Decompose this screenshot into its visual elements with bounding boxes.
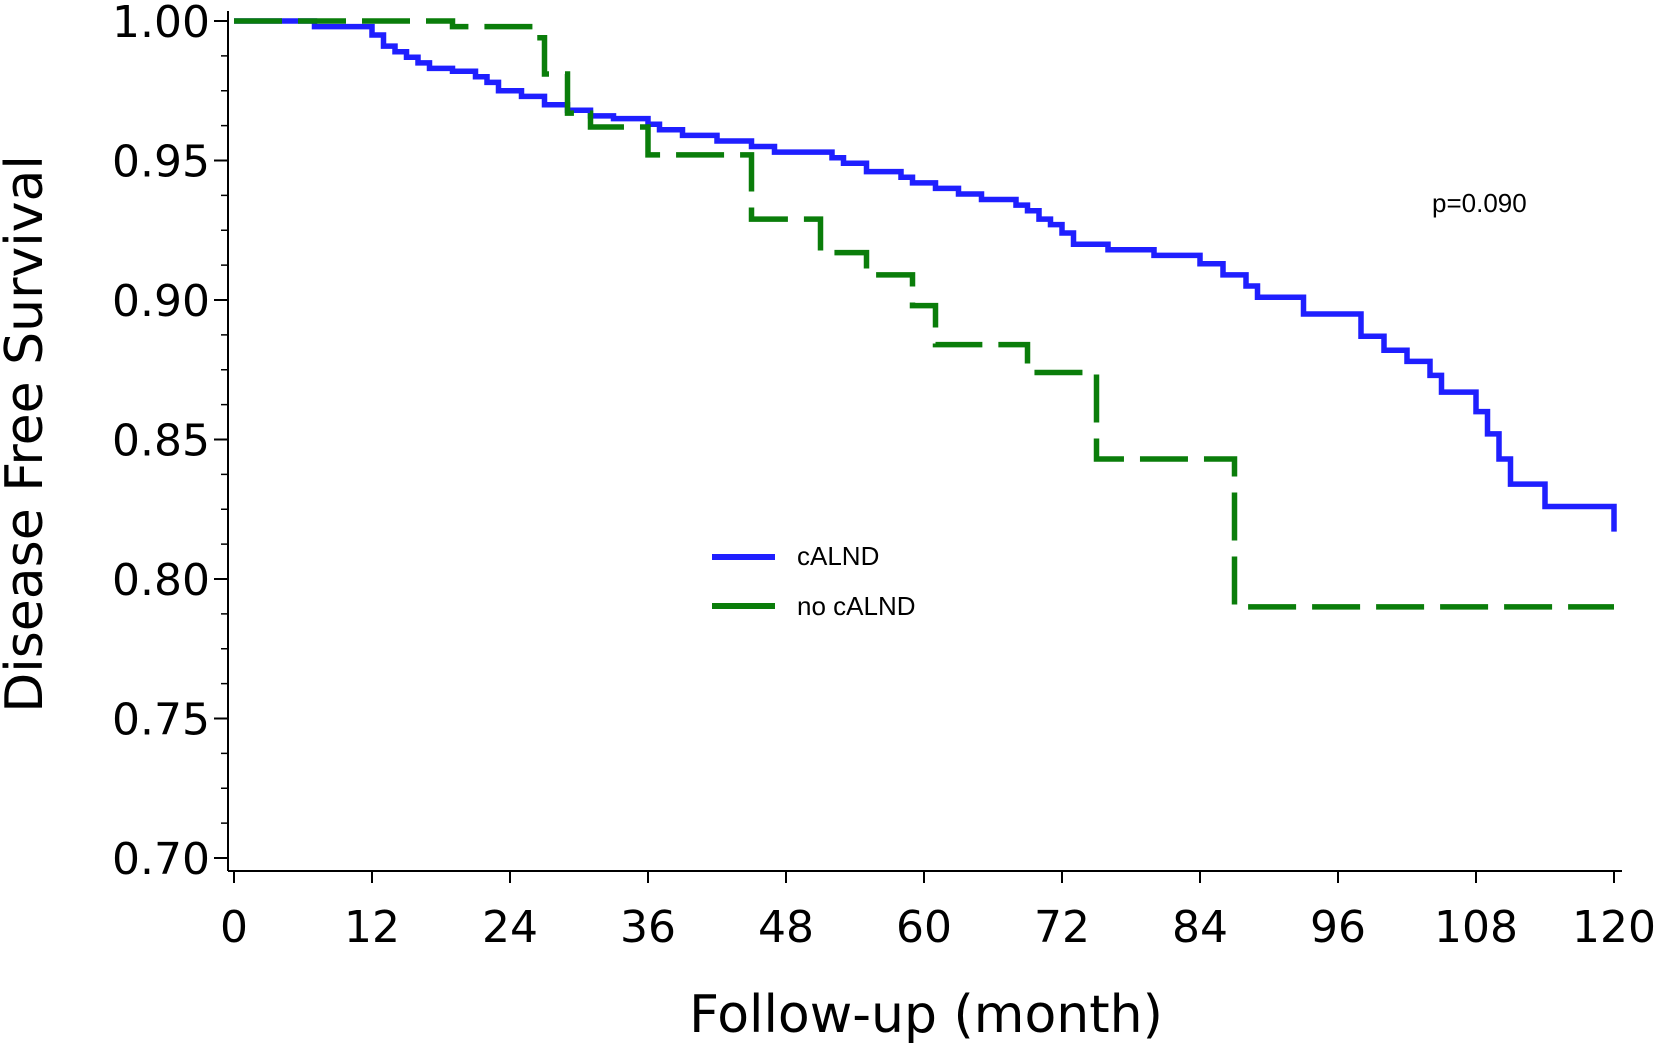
legend-label-calnd: cALND <box>797 541 879 571</box>
x-tick-label: 0 <box>220 902 248 953</box>
y-tick-label: 0.75 <box>112 695 210 746</box>
survival-curves <box>234 18 1617 610</box>
x-tick-label: 12 <box>344 902 400 953</box>
y-tick-label: 0.80 <box>112 555 210 606</box>
axes: 0.70 0.75 0.80 0.85 0.90 0.95 1.00 0 12 24 36 48 60 7… <box>112 0 1656 953</box>
x-tick-label: 72 <box>1034 902 1090 953</box>
x-tick-label: 36 <box>620 902 676 953</box>
legend-label-no-calnd: no cALND <box>797 591 916 621</box>
legend: cALND no cALND <box>712 541 916 621</box>
y-tick-label: 0.95 <box>112 137 210 188</box>
x-tick-label: 24 <box>482 902 538 953</box>
x-axis-title: Follow-up (month) <box>689 985 1163 1045</box>
y-tick-label: 0.90 <box>112 276 210 327</box>
x-tick-label: 48 <box>758 902 814 953</box>
x-tick-label: 60 <box>896 902 952 953</box>
x-tick-label: 96 <box>1310 902 1366 953</box>
x-tick-label: 84 <box>1172 902 1228 953</box>
series-line-calnd <box>234 18 1617 532</box>
series-line-no-calnd <box>234 18 1614 610</box>
y-tick-label: 0.85 <box>112 416 210 467</box>
x-tick-label: 108 <box>1434 902 1518 953</box>
y-tick-label: 0.70 <box>112 834 210 885</box>
y-tick-label: 1.00 <box>112 0 210 48</box>
x-tick-label: 120 <box>1572 902 1656 953</box>
p-value-annotation: p=0.090 <box>1432 188 1527 218</box>
y-axis-title: Disease Free Survival <box>0 155 55 713</box>
